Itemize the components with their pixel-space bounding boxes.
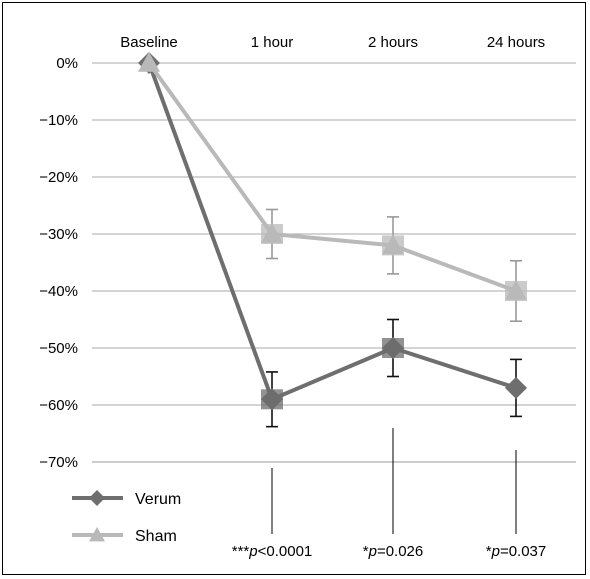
y-tick-label: −10% bbox=[39, 112, 78, 129]
legend-entry-sham: Sham bbox=[72, 527, 177, 545]
y-tick-label: 0% bbox=[56, 55, 78, 72]
legend-marker bbox=[89, 490, 105, 506]
legend-entry-verum: Verum bbox=[72, 490, 181, 508]
legend-label: Sham bbox=[135, 528, 177, 545]
category-label: 1 hour bbox=[251, 34, 294, 51]
category-label: 24 hours bbox=[487, 34, 545, 51]
data-point-sham bbox=[138, 52, 160, 72]
y-tick-label: −60% bbox=[39, 397, 78, 414]
category-label: Baseline bbox=[120, 34, 178, 51]
data-point-overlay bbox=[382, 235, 404, 256]
data-point-overlay bbox=[261, 224, 283, 244]
category-label: 2 hours bbox=[368, 34, 418, 51]
y-tick-label: −50% bbox=[39, 340, 78, 357]
data-point-overlay bbox=[505, 281, 527, 301]
data-point-overlay bbox=[382, 338, 404, 358]
y-tick-label: −30% bbox=[39, 226, 78, 243]
series-line-verum bbox=[147, 62, 517, 402]
y-tick-label: −20% bbox=[39, 169, 78, 186]
y-tick-label: −70% bbox=[39, 454, 78, 471]
p-value-annotation: *p=0.037 bbox=[486, 543, 546, 560]
legend-marker bbox=[89, 527, 105, 542]
data-point-verum bbox=[505, 376, 527, 399]
data-point-overlay bbox=[261, 389, 283, 410]
chart-frame bbox=[2, 2, 586, 575]
legend-label: Verum bbox=[135, 491, 181, 508]
y-tick-label: −40% bbox=[39, 283, 78, 300]
series-line-sham bbox=[147, 61, 517, 293]
p-value-annotation: *p=0.026 bbox=[363, 543, 423, 560]
p-value-annotation: ***p<0.0001 bbox=[232, 543, 313, 560]
